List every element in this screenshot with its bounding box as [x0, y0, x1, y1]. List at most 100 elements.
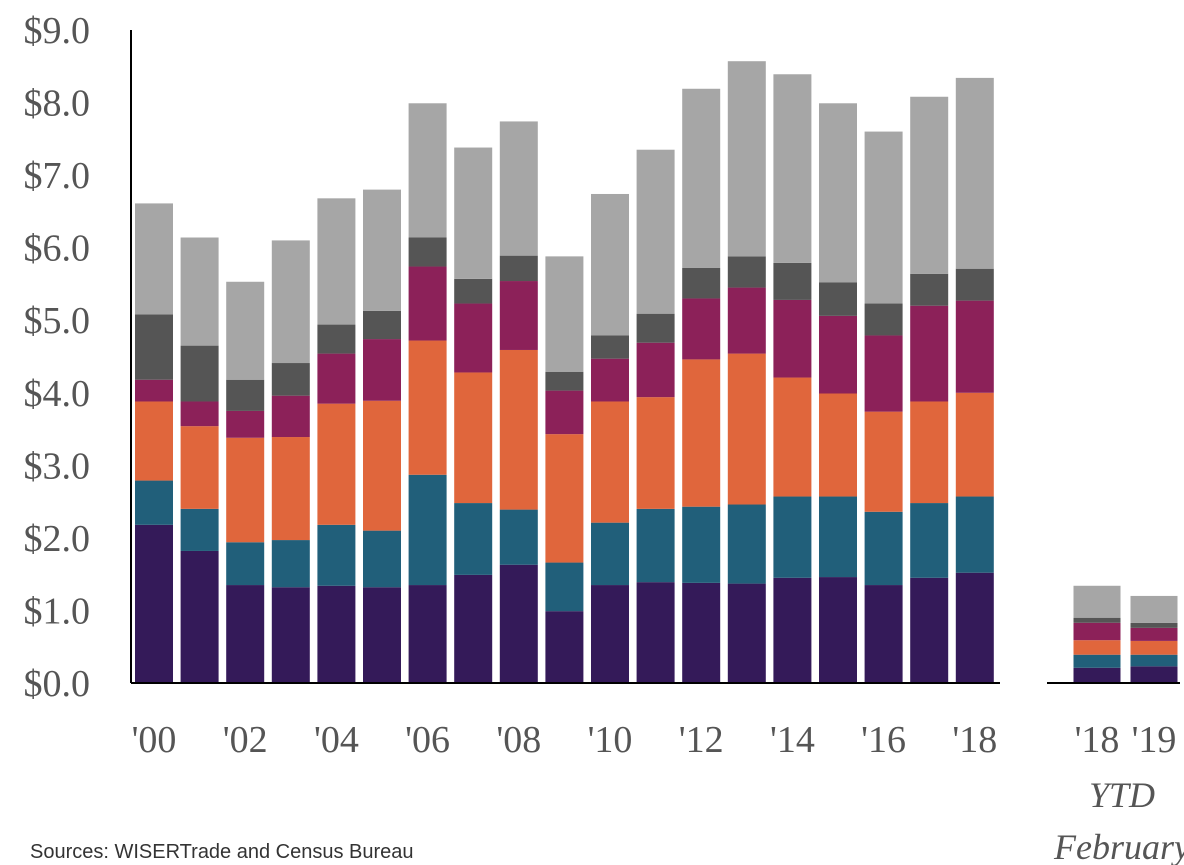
bar-segment: [545, 390, 584, 435]
bar-segment: [591, 358, 629, 402]
bar-segment: [226, 437, 265, 543]
bar-segment: [363, 587, 401, 683]
x-tick-label: '18: [952, 719, 997, 761]
bar-segment: [636, 313, 675, 343]
bar-segment: [271, 437, 310, 541]
bar-segment: [499, 281, 538, 350]
bar-segment: [454, 372, 493, 504]
bar-segment: [317, 198, 356, 325]
x-tick-label: '08: [496, 719, 541, 761]
bar-segment: [408, 474, 447, 586]
bar-segment: [773, 577, 812, 683]
y-tick-label: $5.0: [24, 300, 91, 342]
bar-segment: [1073, 640, 1121, 655]
bar-segment: [454, 574, 493, 683]
bar-segment: [773, 299, 812, 378]
y-tick-label: $3.0: [24, 445, 91, 487]
bar-segment: [955, 77, 994, 269]
bar-segment: [727, 61, 766, 257]
bar-segment: [317, 324, 356, 354]
bar-segment: [135, 480, 173, 525]
bar-segment: [180, 401, 219, 427]
bar-segment: [955, 268, 994, 301]
bar-segment: [226, 542, 265, 586]
bar-segment: [955, 572, 994, 683]
bar-segment: [271, 540, 310, 588]
bar-segment: [317, 585, 356, 683]
bar-segment: [317, 403, 356, 525]
bar-segment: [408, 103, 447, 238]
bar-segment: [727, 583, 766, 683]
bar-segment: [636, 149, 675, 314]
bar-segment: [773, 377, 812, 497]
y-tick-label: $2.0: [24, 518, 91, 560]
annotation: February: [1053, 827, 1184, 865]
y-tick-label: $7.0: [24, 155, 91, 197]
bar-segment: [1073, 667, 1121, 683]
bar-segment: [1130, 622, 1178, 628]
y-tick-label: $4.0: [24, 373, 91, 415]
bar-segment: [819, 577, 857, 683]
bar-segment: [819, 315, 857, 394]
bar-segment: [317, 524, 356, 586]
bar-segment: [454, 278, 493, 304]
bar-segment: [180, 550, 219, 683]
x-tick-label: '18: [1075, 719, 1120, 761]
bar-segment: [910, 273, 949, 306]
bar-segment: [180, 508, 219, 551]
bar-segment: [180, 345, 219, 402]
source: Sources: WISERTrade and Census Bureau: [30, 841, 414, 863]
bar-segment: [226, 585, 265, 683]
bar-segment: [317, 353, 356, 404]
bar-segment: [682, 298, 721, 360]
bar-segment: [135, 314, 173, 380]
bar-segment: [773, 74, 812, 263]
bar-segment: [271, 587, 310, 683]
bar-segment: [226, 410, 265, 438]
bar-segment: [864, 585, 903, 683]
bar-segment: [1073, 622, 1121, 641]
x-tick-label: '00: [132, 719, 177, 761]
bar-segment: [864, 411, 903, 512]
bar-segment: [135, 203, 173, 315]
bar-segment: [591, 401, 629, 523]
bar-segment: [271, 240, 310, 364]
bar-segment: [864, 303, 903, 336]
x-tick-label: '12: [679, 719, 724, 761]
y-tick-label: $0.0: [24, 663, 91, 705]
bar-segment: [727, 353, 766, 505]
bar-segment: [910, 401, 949, 504]
bar-segment: [1130, 640, 1178, 655]
bar-segment: [1073, 585, 1121, 618]
x-tick-label: '16: [861, 719, 906, 761]
bar-segment: [135, 379, 173, 402]
bar-segment: [454, 303, 493, 373]
bar-segment: [1073, 654, 1121, 668]
bar-segment: [682, 267, 721, 299]
bar-segment: [408, 266, 447, 341]
bar-segment: [271, 363, 310, 396]
bar-segment: [408, 340, 447, 475]
bar-segment: [682, 506, 721, 583]
bar-segment: [499, 255, 538, 282]
bar-segment: [864, 131, 903, 304]
bar-segment: [545, 256, 584, 372]
bar-segment: [819, 496, 857, 578]
bar-segment: [545, 611, 584, 683]
bar-segment: [408, 237, 447, 267]
bar-segment: [1130, 595, 1178, 623]
bar-segment: [682, 88, 721, 268]
bar-segment: [819, 393, 857, 497]
bar-segment: [1130, 627, 1178, 641]
bar-segment: [271, 395, 310, 438]
x-tick-label: '06: [405, 719, 450, 761]
bar-segment: [864, 511, 903, 586]
bar-segment: [819, 103, 857, 283]
bar-segment: [1130, 654, 1178, 667]
bar-segment: [545, 371, 584, 391]
bar-segment: [363, 189, 401, 311]
bar-segment: [454, 147, 493, 279]
bar-segment: [773, 262, 812, 300]
bar-segment: [727, 504, 766, 584]
